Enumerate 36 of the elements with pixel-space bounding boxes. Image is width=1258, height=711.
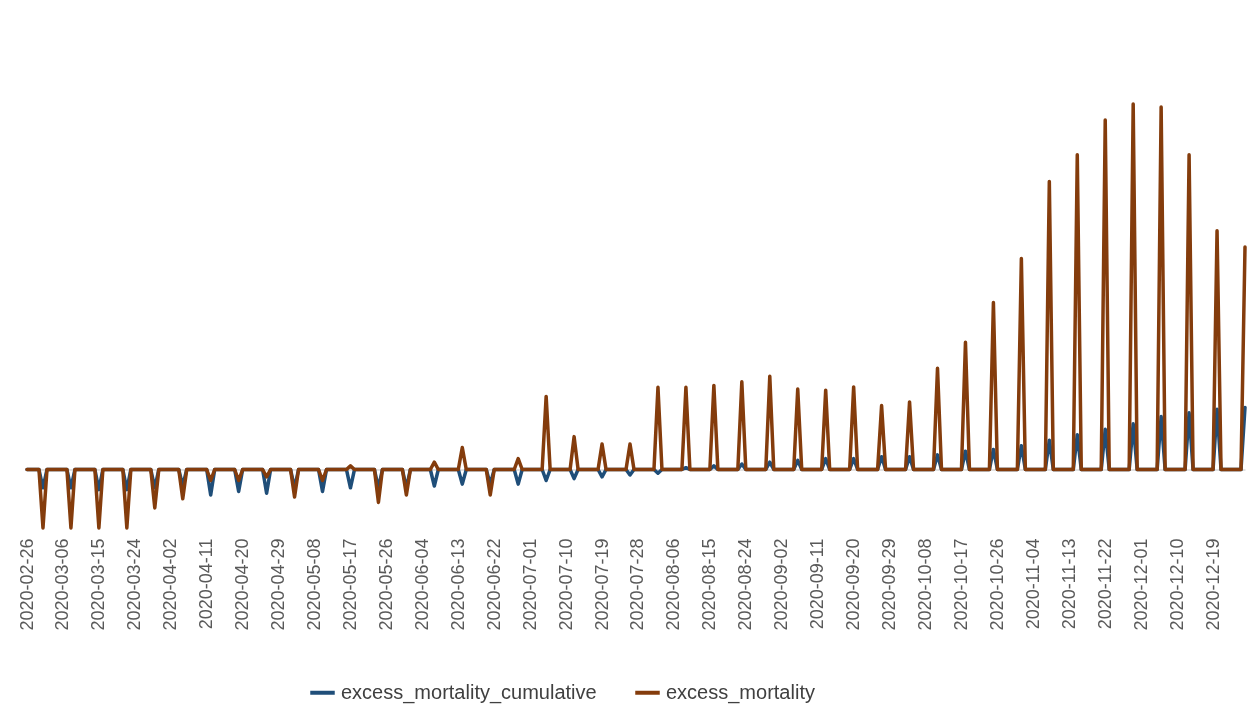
x-tick-label: 2020-04-02: [160, 538, 181, 631]
x-tick-label: 2020-08-24: [735, 538, 756, 631]
x-tick-label: 2020-11-22: [1094, 538, 1115, 630]
legend-label: excess_mortality: [666, 680, 815, 704]
x-tick-label: 2020-07-10: [555, 538, 576, 631]
x-tick-label: 2020-10-08: [915, 538, 936, 631]
x-tick-label: 2020-07-28: [627, 538, 648, 631]
x-tick-label: 2020-12-19: [1202, 538, 1223, 631]
x-tick-label: 2020-02-26: [16, 538, 37, 631]
x-tick-label: 2020-08-06: [663, 538, 684, 631]
x-tick-label: 2020-05-17: [339, 538, 360, 631]
x-tick-label: 2020-03-24: [124, 538, 145, 631]
x-tick-label: 2020-05-26: [375, 538, 396, 631]
x-tick-label: 2020-03-15: [88, 538, 109, 631]
x-tick-label: 2020-11-04: [1022, 538, 1043, 630]
legend-label: excess_mortality_cumulative: [341, 680, 597, 704]
x-tick-label: 2020-09-11: [807, 538, 828, 630]
x-tick-label: 2020-10-26: [986, 538, 1007, 631]
x-tick-label: 2020-11-13: [1058, 538, 1079, 630]
x-tick-label: 2020-04-11: [196, 538, 217, 630]
x-tick-label: 2020-12-10: [1166, 538, 1187, 631]
x-tick-label: 2020-12-01: [1130, 538, 1151, 631]
x-tick-label: 2020-06-04: [411, 538, 432, 631]
x-tick-label: 2020-06-13: [447, 538, 468, 631]
x-tick-label: 2020-06-22: [483, 538, 504, 631]
x-tick-label: 2020-03-06: [52, 538, 73, 631]
x-tick-label: 2020-04-20: [232, 538, 253, 631]
x-tick-label: 2020-09-20: [843, 538, 864, 631]
x-tick-label: 2020-05-08: [304, 538, 325, 631]
x-tick-label: 2020-07-01: [519, 538, 540, 631]
x-tick-label: 2020-10-17: [950, 538, 971, 631]
x-tick-label: 2020-08-15: [699, 538, 720, 631]
x-tick-label: 2020-04-29: [268, 538, 289, 631]
x-tick-label: 2020-07-19: [591, 538, 612, 631]
x-tick-label: 2020-09-29: [879, 538, 900, 631]
x-tick-label: 2020-09-02: [771, 538, 792, 631]
